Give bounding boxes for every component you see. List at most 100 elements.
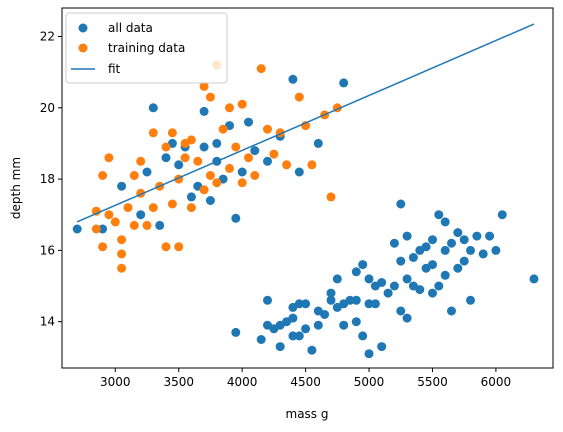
all-data-point-11 [186,192,196,202]
training-data-point-7 [117,235,127,245]
training-data-point-17 [148,128,158,138]
training-data-point-20 [161,142,171,152]
all-data-point-22 [244,117,253,127]
all-data-point-76 [402,231,412,241]
all-data-point-9 [174,160,184,170]
training-data-point-6 [110,217,120,227]
all-data-point-40 [288,313,298,323]
y-tick-label-18: 18 [40,172,55,186]
all-data-point-4 [142,167,152,177]
all-data-point-65 [370,299,380,309]
all-data-point-104 [529,274,539,284]
axes-frame [61,7,554,369]
training-data-point-10 [123,203,133,213]
training-data-point-4 [104,153,114,163]
training-data-point-53 [326,192,336,202]
all-data-point-86 [434,210,444,220]
legend-marker-all-data [78,23,88,33]
training-data-point-0 [91,206,101,216]
all-data-point-3 [136,210,146,220]
x-tick-label-5000: 5000 [354,375,385,389]
all-data-point-97 [466,295,475,305]
all-data-point-48 [320,310,330,319]
fit-line [76,23,535,223]
training-data-point-33 [205,92,215,102]
x-tick-label-3500: 3500 [163,375,194,389]
all-data-point-27 [294,167,304,177]
training-data-point-9 [117,249,127,259]
legend: all data training data fit [65,12,228,84]
all-data-point-62 [364,274,374,284]
all-data-point-83 [428,288,437,298]
all-data-point-28 [313,138,323,148]
legend-label-2: fit [108,62,121,76]
x-tick-label-5500: 5500 [417,375,448,389]
all-data-point-41 [294,299,304,309]
all-data-point-67 [377,278,387,287]
all-data-point-17 [212,138,222,148]
training-data-point-29 [193,156,203,166]
training-data-point-34 [212,178,222,188]
training-data-point-19 [161,242,171,252]
all-data-point-52 [332,274,342,284]
training-data-point-40 [237,178,247,188]
all-data-point-30 [231,327,241,337]
x-tick-label-4500: 4500 [290,375,321,389]
all-data-point-95 [459,256,469,266]
legend-label-1: training data [108,41,185,55]
all-data-point-102 [491,245,501,255]
all-data-point-100 [478,249,488,259]
training-data-point-2 [98,171,108,180]
all-data-point-31 [256,335,266,344]
all-data-point-55 [345,295,355,305]
all-data-point-24 [263,156,272,166]
all-data-point-14 [199,106,209,116]
all-data-point-82 [421,242,431,252]
all-data-point-15 [205,196,215,205]
all-data-point-94 [453,228,463,238]
all-data-point-96 [459,235,469,245]
training-data-point-3 [98,242,108,252]
y-axis-label: depth mm [9,157,23,219]
all-data-point-73 [396,199,406,209]
all-data-point-89 [440,270,450,280]
all-data-point-99 [472,231,482,241]
training-data-point-36 [218,124,228,134]
y-tick-label-20: 20 [40,101,55,115]
all-data-point-70 [389,238,399,248]
all-data-point-26 [288,74,298,84]
all-data-point-87 [434,281,444,291]
all-data-point-45 [307,345,317,355]
x-tick-label-4000: 4000 [227,375,258,389]
training-data-point-38 [225,103,234,113]
all-data-point-5 [148,103,158,113]
training-data-point-8 [117,263,127,273]
training-data-point-48 [282,160,292,170]
all-data-point-43 [301,324,311,334]
all-data-point-98 [466,245,475,255]
training-data-point-49 [294,92,304,102]
all-data-point-90 [440,217,450,227]
training-data-point-16 [148,203,158,213]
all-data-point-35 [275,342,285,352]
all-data-point-80 [415,285,425,295]
all-data-point-32 [263,295,272,305]
all-data-point-39 [288,331,298,341]
y-tick-label-14: 14 [40,315,55,329]
x-axis-label: mass g [286,407,329,421]
all-data-point-66 [377,342,387,352]
training-data-point-27 [186,203,196,213]
training-data-point-46 [269,149,279,159]
all-data-point-74 [402,274,412,284]
all-data-point-68 [383,288,393,298]
all-data-point-57 [351,295,361,305]
all-data-point-46 [313,320,323,330]
training-data-point-31 [199,185,209,195]
all-data-point-44 [301,299,311,309]
all-data-point-0 [72,224,82,234]
training-data-point-5 [104,210,114,220]
all-data-point-13 [199,142,209,152]
all-data-point-56 [351,317,361,327]
all-data-point-63 [364,349,374,359]
